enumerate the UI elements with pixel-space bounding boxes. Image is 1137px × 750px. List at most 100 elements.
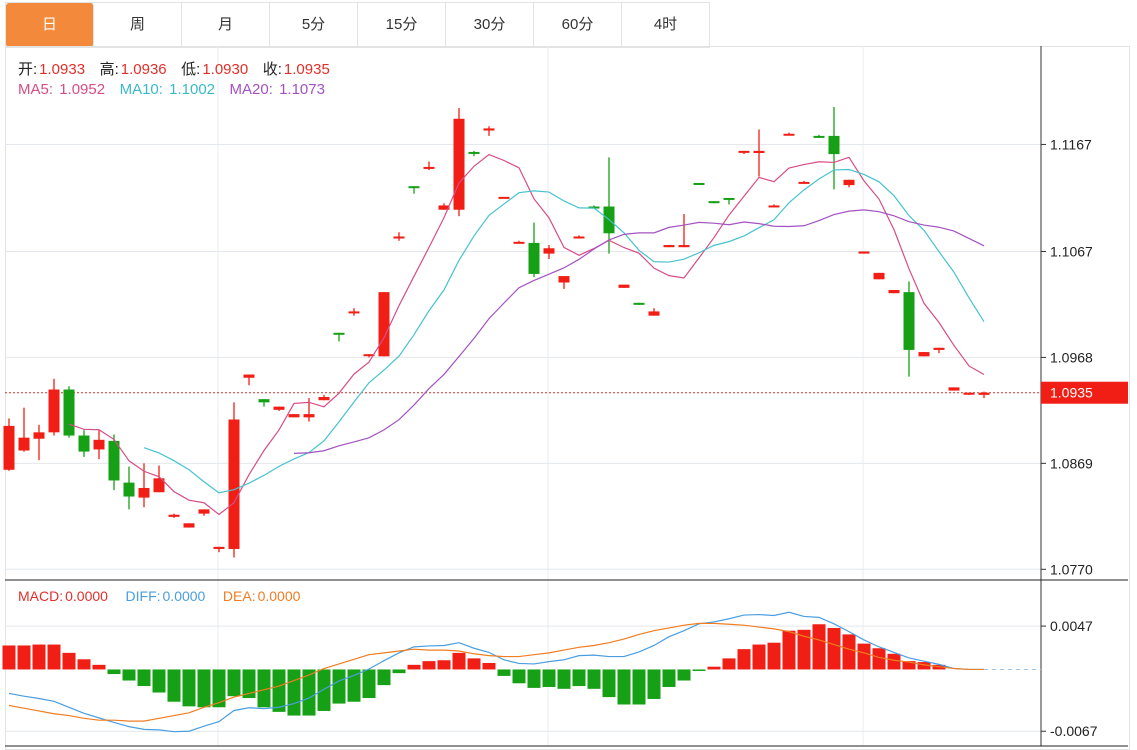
ma-legend: MA5: 1.0952 MA10: 1.1002 MA20: 1.1073 xyxy=(18,81,327,98)
macd-bar xyxy=(857,643,871,670)
macd-bar xyxy=(677,669,691,681)
open-value: 1.0933 xyxy=(39,61,86,78)
candle-body xyxy=(978,392,990,395)
low-value: 1.0930 xyxy=(202,61,249,78)
macd-label: MACD: xyxy=(18,588,64,604)
candle xyxy=(438,203,450,210)
macd-bar xyxy=(47,644,61,670)
candle xyxy=(303,398,315,422)
candle xyxy=(378,292,390,357)
candle-body xyxy=(708,201,720,204)
macd-bar xyxy=(617,669,631,705)
candle-body xyxy=(228,419,240,549)
diff-label: DIFF: xyxy=(125,588,161,604)
macd-bar xyxy=(692,669,706,671)
candle xyxy=(213,546,225,553)
candle xyxy=(693,182,705,185)
candle xyxy=(798,180,810,184)
candle-body xyxy=(363,354,375,357)
macd-bar xyxy=(572,669,586,687)
macd-bar xyxy=(422,661,436,670)
candle-body xyxy=(33,432,45,439)
candle-body xyxy=(243,374,255,378)
macd-bar xyxy=(437,660,451,670)
ma5-label: MA5: xyxy=(18,81,54,98)
candle xyxy=(663,245,675,248)
tab-6[interactable]: 60分 xyxy=(534,3,622,47)
candle-body xyxy=(873,272,885,280)
candle-body xyxy=(963,392,975,395)
macd-bar xyxy=(467,658,481,670)
candle-body xyxy=(18,437,30,451)
tab-7[interactable]: 4时 xyxy=(622,3,710,47)
candle-body xyxy=(753,150,765,154)
candle xyxy=(183,523,195,528)
macd-bar xyxy=(512,669,526,684)
candle-body xyxy=(813,135,825,138)
candle xyxy=(768,204,780,208)
candle xyxy=(678,214,690,248)
candle-body xyxy=(573,236,585,239)
candle-body xyxy=(318,397,330,401)
candle xyxy=(933,347,945,354)
candle-body xyxy=(258,399,270,403)
macd-bar xyxy=(407,664,421,670)
candle-body xyxy=(513,241,525,244)
candle xyxy=(333,332,345,342)
tab-5[interactable]: 30分 xyxy=(446,3,534,47)
candle-body xyxy=(63,389,75,436)
candle xyxy=(93,430,105,460)
candle xyxy=(558,276,570,289)
candle xyxy=(423,161,435,171)
candle xyxy=(138,463,150,508)
candle-body xyxy=(123,482,135,497)
candle xyxy=(528,222,540,278)
candle-body xyxy=(618,284,630,288)
tab-1[interactable]: 周 xyxy=(94,3,182,47)
candle xyxy=(453,108,465,217)
tab-4[interactable]: 15分 xyxy=(358,3,446,47)
ma10-label: MA10: xyxy=(119,81,163,98)
candle-body xyxy=(543,248,555,254)
tab-2[interactable]: 月 xyxy=(182,3,270,47)
tab-0[interactable]: 日 xyxy=(6,3,94,47)
candle-body xyxy=(138,487,150,498)
macd-bar xyxy=(902,661,916,670)
candle-body xyxy=(333,332,345,335)
candle xyxy=(288,414,300,418)
candle xyxy=(273,406,285,411)
macd-bar xyxy=(347,669,361,702)
candle-body xyxy=(3,425,15,470)
candle xyxy=(573,235,585,239)
candle-body xyxy=(153,478,165,493)
macd-legend: MACD: 0.0000 DIFF: 0.0000 DEA: 0.0000 xyxy=(18,588,302,604)
low-label: 低: xyxy=(181,61,201,78)
macd-bar xyxy=(392,669,406,674)
candle xyxy=(363,354,375,358)
candle-body xyxy=(948,387,960,391)
candle xyxy=(648,308,660,316)
macd-bar xyxy=(122,669,136,681)
candle xyxy=(753,129,765,177)
macd-bar xyxy=(182,669,196,707)
candle-body xyxy=(78,435,90,452)
ma20-value: 1.1073 xyxy=(279,81,325,98)
candle-body xyxy=(828,135,840,155)
candle-body xyxy=(768,205,780,208)
y-tick-label: 1.1067 xyxy=(1050,243,1093,259)
macd-bar xyxy=(317,669,331,711)
macd-bar xyxy=(227,669,241,697)
candle xyxy=(498,196,510,199)
candle-body xyxy=(633,302,645,305)
candle xyxy=(633,302,645,305)
tab-3[interactable]: 5分 xyxy=(270,3,358,47)
macd-bar xyxy=(812,624,826,670)
candle xyxy=(903,281,915,377)
candle-body xyxy=(528,242,540,274)
macd-bar xyxy=(302,669,316,716)
candle-body xyxy=(273,406,285,410)
macd-bar xyxy=(242,669,256,699)
candle xyxy=(318,394,330,401)
macd-bar xyxy=(482,663,496,670)
